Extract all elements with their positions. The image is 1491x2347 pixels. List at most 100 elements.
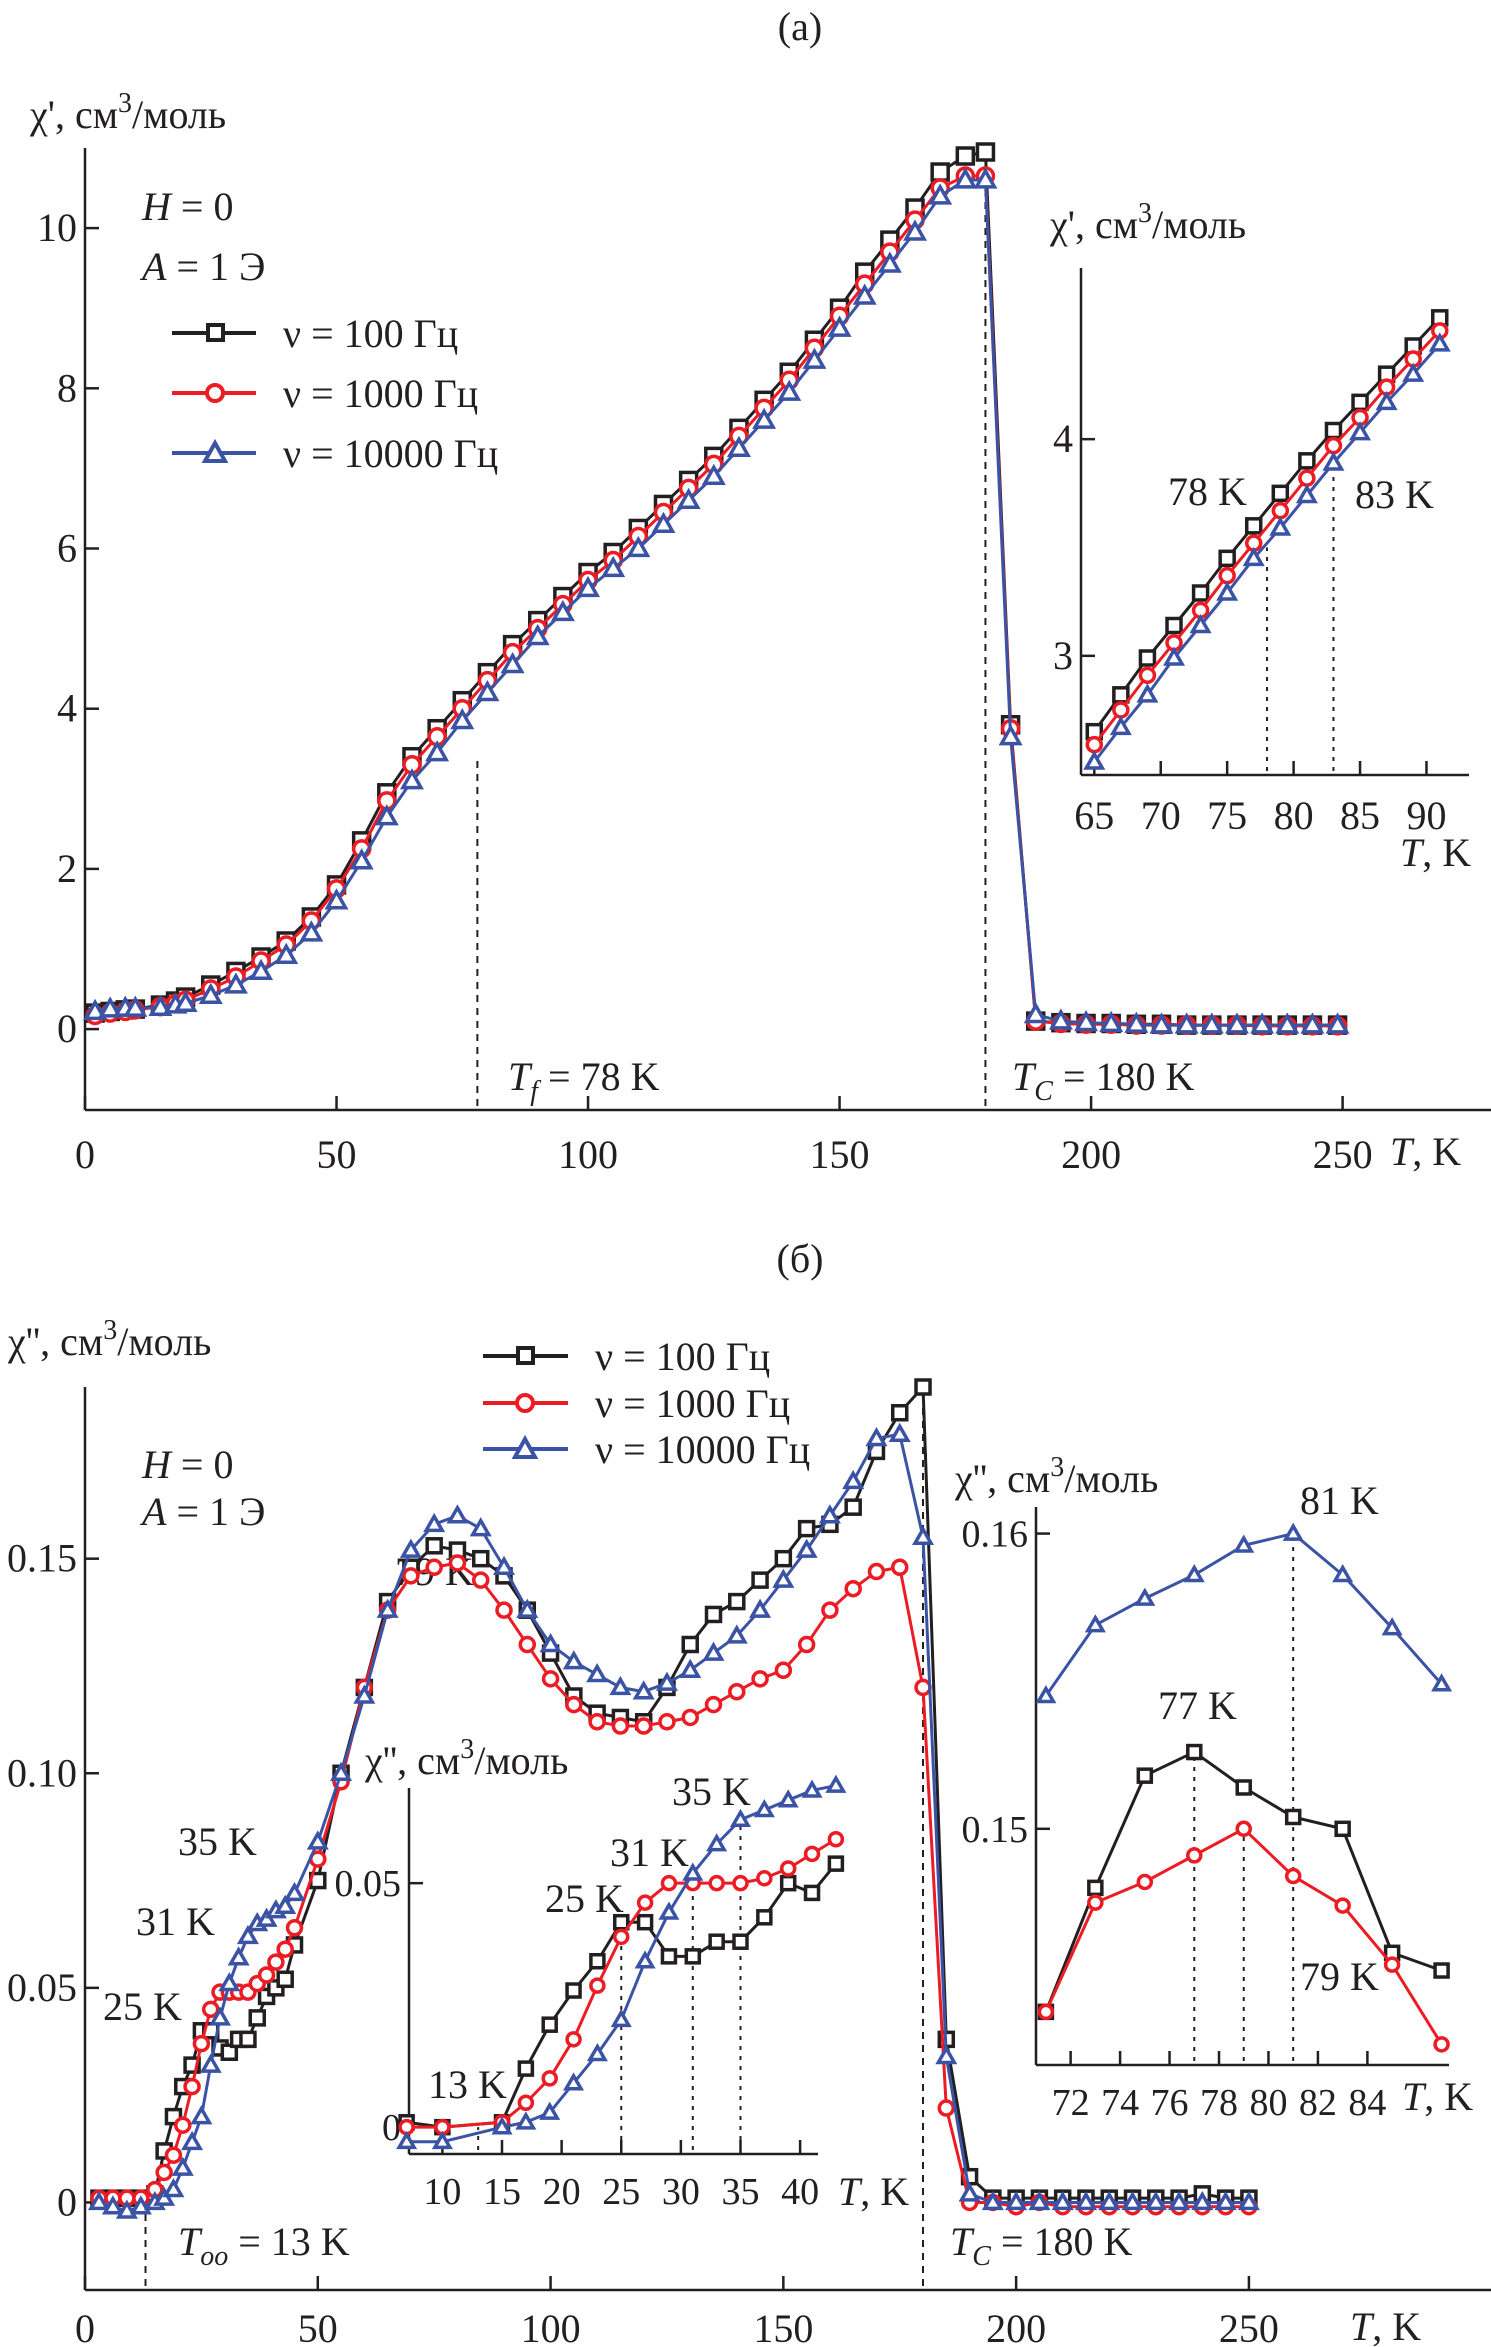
- data-point-circle: [448, 1554, 467, 1572]
- a-tc-label: TC = 180 K: [1012, 1054, 1194, 1107]
- x-tick-label: 0: [75, 2306, 95, 2347]
- data-point-circle: [732, 1874, 749, 1892]
- data-point-circle: [1037, 2003, 1055, 2021]
- data-point-triangle: [802, 347, 827, 369]
- y-tick-label: 0.15: [962, 1809, 1029, 1851]
- data-point-circle: [704, 1695, 723, 1714]
- data-point-square: [1191, 584, 1210, 602]
- data-point-triangle: [795, 1538, 818, 1558]
- data-point-circle: [937, 2099, 956, 2117]
- data-point-triangle: [626, 535, 651, 558]
- x-tick-label: 50: [298, 2306, 338, 2347]
- x-tick-label: 78: [1200, 2082, 1238, 2124]
- data-point-triangle: [777, 1789, 799, 1808]
- data-point-triangle: [1349, 421, 1372, 441]
- data-point-triangle: [852, 283, 877, 305]
- y-tick-label: 4: [57, 686, 77, 731]
- y-tick-label: 0: [57, 2179, 77, 2224]
- data-point-triangle: [1431, 1673, 1453, 1692]
- panel-b-title: (б): [777, 1236, 824, 1281]
- data-point-square: [1235, 1779, 1252, 1796]
- y-tick-label: 10: [37, 205, 77, 250]
- data-point-triangle: [550, 599, 575, 622]
- data-point-triangle: [1134, 1587, 1156, 1606]
- data-point-square: [1087, 1879, 1104, 1897]
- data-point-triangle: [516, 1598, 539, 1618]
- data-point-triangle: [1048, 1008, 1073, 1030]
- data-point-triangle: [1099, 1010, 1124, 1033]
- data-point-circle: [541, 2070, 558, 2087]
- data-point-triangle: [1295, 483, 1318, 504]
- data-point-triangle: [525, 623, 550, 646]
- data-point-square: [1324, 421, 1343, 440]
- data-point-triangle: [101, 2195, 124, 2215]
- data-point-triangle: [981, 2190, 1004, 2211]
- data-point-triangle: [1282, 1522, 1304, 1541]
- data-point-circle: [155, 2163, 173, 2182]
- data-point-triangle: [877, 251, 902, 273]
- data-point-triangle: [1149, 1012, 1174, 1034]
- data-point-triangle: [539, 2101, 561, 2120]
- data-point-triangle: [753, 1799, 775, 1818]
- data-point-triangle: [399, 1538, 422, 1558]
- data-point-triangle: [450, 708, 475, 730]
- b-inset-low-x-unit: T, K: [838, 2169, 909, 2214]
- data-point-triangle: [1224, 1012, 1249, 1034]
- data-point-triangle: [353, 1684, 376, 1704]
- data-point-square: [276, 1970, 294, 1989]
- data-point-circle: [797, 1635, 816, 1654]
- data-point-triangle: [374, 804, 399, 826]
- data-point-circle: [201, 2000, 220, 2019]
- data-point-triangle: [199, 2053, 222, 2073]
- data-point-square: [1218, 549, 1236, 568]
- y-tick-label: 0.05: [335, 1863, 402, 1905]
- data-point-triangle: [679, 1658, 702, 1678]
- data-point-circle: [751, 1670, 769, 1688]
- data-point-square: [1244, 517, 1263, 535]
- data-point-triangle: [1332, 1563, 1354, 1583]
- x-tick-label: 100: [521, 2306, 581, 2347]
- data-point-square: [660, 1948, 678, 1965]
- legend-label-10000: ν = 10000 Гц: [283, 431, 498, 476]
- a-inset-x-unit: T, K: [1400, 830, 1471, 875]
- data-point-triangle: [227, 1946, 250, 1966]
- data-point-circle: [774, 1661, 793, 1680]
- b-31k-label: 31 K: [136, 1899, 215, 1944]
- data-point-square: [1165, 616, 1183, 635]
- data-point-circle: [779, 1860, 797, 1877]
- data-point-triangle: [396, 2130, 418, 2150]
- data-point-square: [220, 2043, 239, 2061]
- x-tick-label: 35: [721, 2171, 759, 2213]
- series-line: [94, 174, 1338, 1028]
- data-point-circle: [565, 2031, 582, 2048]
- data-point-circle: [1112, 701, 1130, 719]
- data-point-circle: [660, 1874, 678, 1892]
- data-point-triangle: [658, 1901, 680, 1920]
- data-point-triangle: [1402, 362, 1425, 382]
- data-point-circle: [285, 1919, 304, 1937]
- y-tick-label: 0: [57, 1006, 77, 1051]
- data-point-circle: [708, 1874, 725, 1892]
- a-param-A: A = 1 Э: [139, 244, 265, 289]
- data-point-square: [248, 2009, 267, 2027]
- data-point-square: [517, 2060, 535, 2077]
- data-point-triangle: [1023, 1001, 1048, 1024]
- data-point-triangle: [973, 167, 998, 189]
- data-point-triangle: [1162, 646, 1186, 666]
- data-point-triangle: [491, 2116, 513, 2135]
- data-point-triangle: [706, 1833, 728, 1852]
- data-point-square: [1136, 1767, 1154, 1784]
- b-inset-79k-label: 79 K: [1300, 1954, 1379, 1999]
- b-inset-low-y-label: χ'', см3/моль: [364, 1734, 568, 1783]
- data-point-square: [565, 1982, 582, 1999]
- series-line: [1044, 1532, 1443, 1697]
- data-point-triangle: [935, 2045, 958, 2065]
- data-point-square: [803, 1884, 821, 1902]
- data-point-triangle: [953, 167, 978, 189]
- a-inset-y-label: χ', см3/моль: [1049, 198, 1246, 247]
- b-legend: ν = 100 Гц ν = 1000 Гц ν = 10000 Гц: [483, 1334, 810, 1472]
- data-point-triangle: [702, 1641, 725, 1661]
- x-tick-label: 50: [317, 1132, 357, 1177]
- x-tick-label: 150: [753, 2306, 813, 2347]
- data-point-circle: [471, 1571, 490, 1589]
